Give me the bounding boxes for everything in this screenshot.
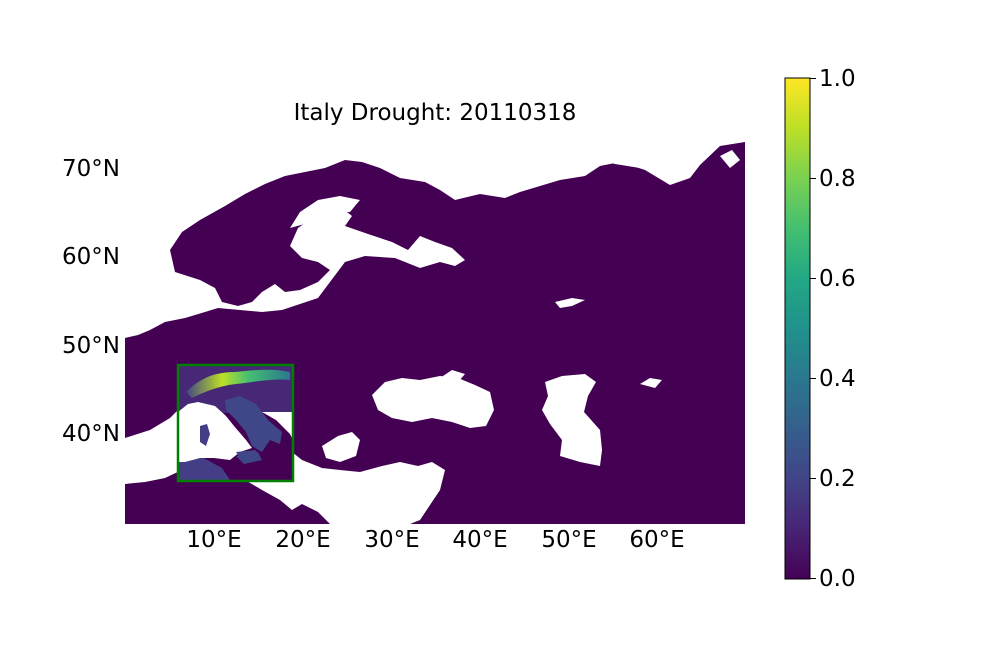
x-tick-label: 40°E	[452, 527, 508, 553]
italy-region-field	[178, 365, 293, 480]
x-tick-label: 60°E	[629, 527, 685, 553]
y-tick-label: 50°N	[62, 333, 120, 359]
y-tick-label: 70°N	[62, 156, 120, 182]
chart-title: Italy Drought: 20110318	[293, 100, 577, 126]
colorbar-tick-mark	[810, 578, 816, 579]
colorbar-tick-label: 0.0	[819, 566, 856, 592]
y-tick-label: 40°N	[62, 421, 120, 447]
x-tick-label: 30°E	[364, 527, 420, 553]
colorbar-tick-label: 0.2	[819, 466, 856, 492]
colorbar-tick-mark	[810, 178, 816, 179]
x-tick-label: 50°E	[541, 527, 597, 553]
italy-region-box	[176, 363, 295, 483]
colorbar-tick-mark	[810, 378, 816, 379]
colorbar-tick-mark	[810, 478, 816, 479]
colorbar-tick-label: 0.6	[819, 266, 856, 292]
colorbar-tick-mark	[810, 278, 816, 279]
colorbar	[784, 77, 811, 580]
colorbar-tick-label: 0.4	[819, 366, 856, 392]
y-tick-label: 60°N	[62, 244, 120, 270]
colorbar-tick-label: 1.0	[819, 66, 856, 92]
x-tick-label: 20°E	[275, 527, 331, 553]
colorbar-tick-label: 0.8	[819, 166, 856, 192]
x-tick-label: 10°E	[186, 527, 242, 553]
colorbar-tick-mark	[810, 78, 816, 79]
